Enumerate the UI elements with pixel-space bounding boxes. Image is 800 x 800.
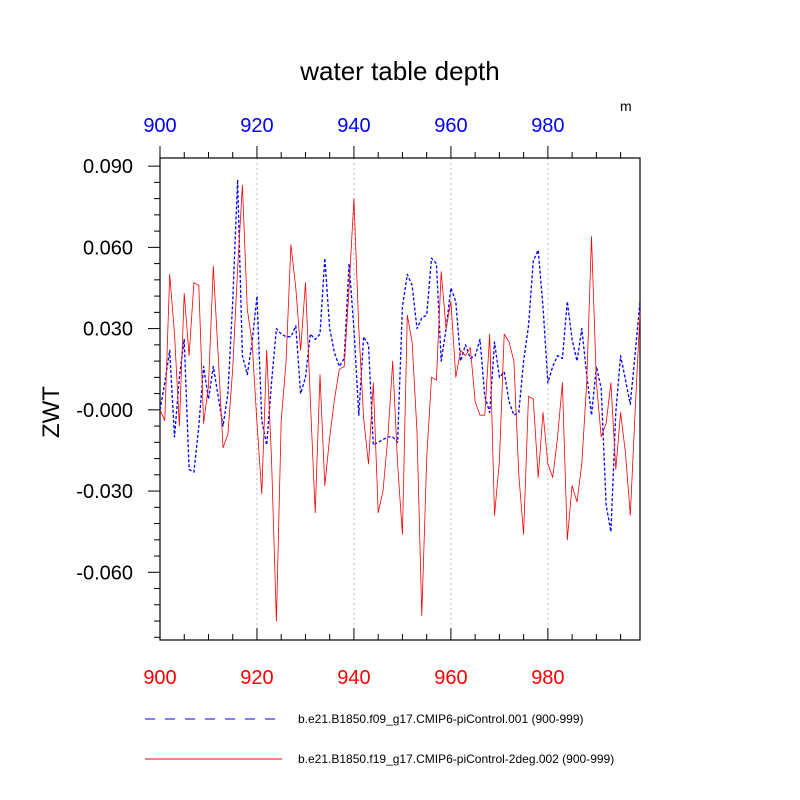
y-tick-label-5: 0.090 [83,156,133,178]
y-axis-label: ZWT [38,386,65,438]
x-tick-label-top-3: 960 [434,115,467,137]
x-tick-label-top-0: 900 [143,115,176,137]
units-label: m [620,98,632,114]
x-tick-label-bottom-1: 920 [240,667,273,689]
legend-label-series-2: b.e21.B1850.f19_g17.CMIP6-piControl-2deg… [298,752,615,766]
y-tick-label-3: 0.030 [83,319,133,341]
x-tick-label-bottom-2: 940 [337,667,370,689]
x-tick-label-top-1: 920 [240,115,273,137]
y-tick-label-1: -0.030 [76,481,133,503]
x-tick-label-bottom-3: 960 [434,667,467,689]
x-tick-label-top-2: 940 [337,115,370,137]
y-tick-label-4: 0.060 [83,237,133,259]
series-line-2 [159,184,641,622]
x-tick-label-bottom-0: 900 [143,667,176,689]
legend-label-series-1: b.e21.B1850.f09_g17.CMIP6-piControl.001 … [298,712,584,726]
y-tick-label-0: -0.060 [76,562,133,584]
series-line-1 [159,179,641,533]
y-tick-label-2: -0.000 [76,400,133,422]
chart-title: water table depth [300,56,500,86]
plot-frame [159,157,641,641]
x-tick-label-top-4: 980 [531,115,564,137]
x-tick-label-bottom-4: 980 [531,667,564,689]
